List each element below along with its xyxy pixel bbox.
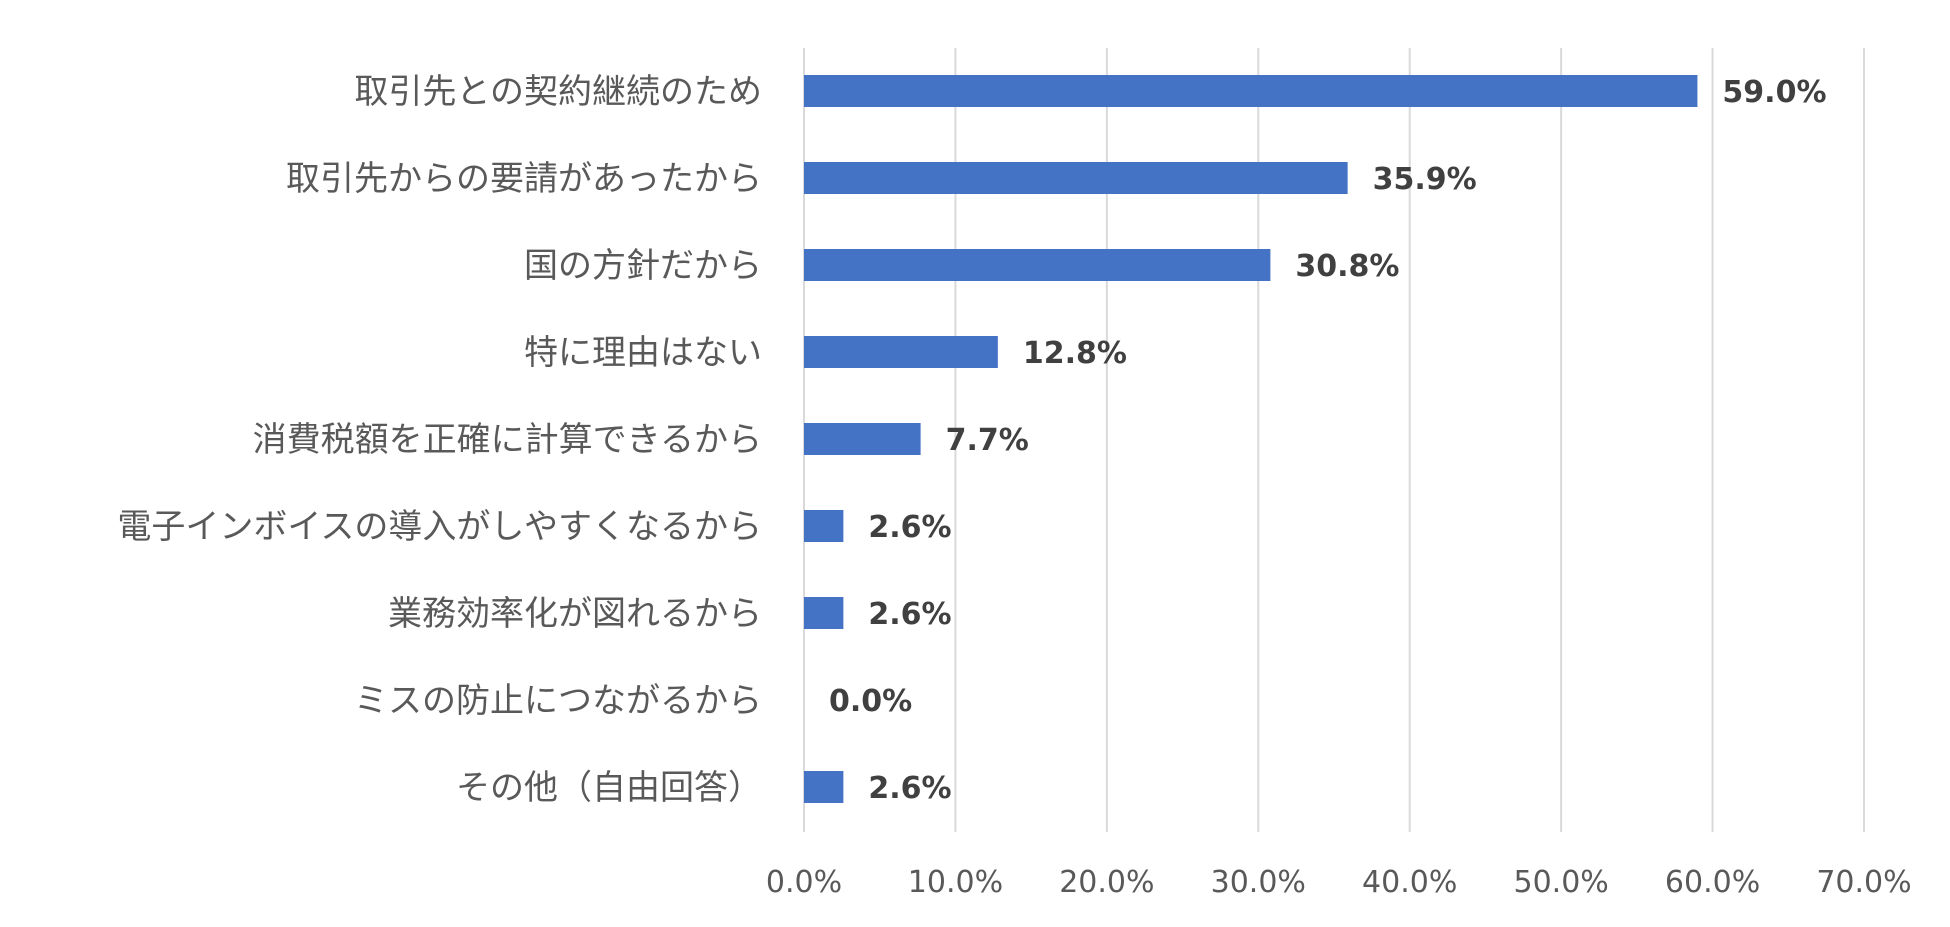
data-label: 2.6% <box>868 771 951 806</box>
data-label: 12.8% <box>1023 336 1127 371</box>
x-tick-label: 0.0% <box>766 865 842 900</box>
bar <box>804 597 844 629</box>
data-label: 0.0% <box>829 684 912 719</box>
category-label: 特に理由はない <box>524 333 762 373</box>
data-label: 59.0% <box>1722 75 1826 110</box>
bar <box>804 75 1698 107</box>
bar <box>804 162 1348 194</box>
x-tick-label: 60.0% <box>1665 865 1760 900</box>
category-label: ミスの防止につながるから <box>354 681 762 721</box>
category-label: その他（自由回答） <box>456 768 762 808</box>
data-labels: 59.0% 35.9% 30.8% 12.8% 7.7% 2.6% 2.6% 0.0% 2.6% <box>829 75 1827 806</box>
data-label: 2.6% <box>868 597 951 632</box>
data-label: 35.9% <box>1373 162 1477 197</box>
bar <box>804 771 844 803</box>
category-label: 国の方針だから <box>524 246 762 286</box>
category-label: 業務効率化が図れるから <box>388 594 762 634</box>
bar <box>804 510 844 542</box>
x-tick-label: 30.0% <box>1211 865 1306 900</box>
category-labels: 取引先との契約継続のため取引先からの要請があったから国の方針だから特に理由はない… <box>117 72 762 808</box>
bar <box>804 249 1271 281</box>
category-label: 取引先からの要請があったから <box>286 159 762 199</box>
bar <box>804 423 921 455</box>
data-label: 30.8% <box>1295 249 1399 284</box>
x-tick-label: 40.0% <box>1362 865 1457 900</box>
data-label: 2.6% <box>868 510 951 545</box>
category-label: 電子インボイスの導入がしやすくなるから <box>117 507 762 547</box>
bars <box>804 75 1698 803</box>
data-label: 7.7% <box>946 423 1029 458</box>
x-tick-label: 50.0% <box>1513 865 1608 900</box>
bar <box>804 336 998 368</box>
x-tick-label: 70.0% <box>1816 865 1911 900</box>
category-label: 消費税額を正確に計算できるから <box>253 420 762 460</box>
x-axis-tick-labels: 0.0% 10.0% 20.0% 30.0% 40.0% 50.0% 60.0% 70.0% <box>766 865 1912 900</box>
x-tick-label: 20.0% <box>1059 865 1154 900</box>
category-label: 取引先との契約継続のため <box>354 72 762 112</box>
x-tick-label: 10.0% <box>908 865 1003 900</box>
